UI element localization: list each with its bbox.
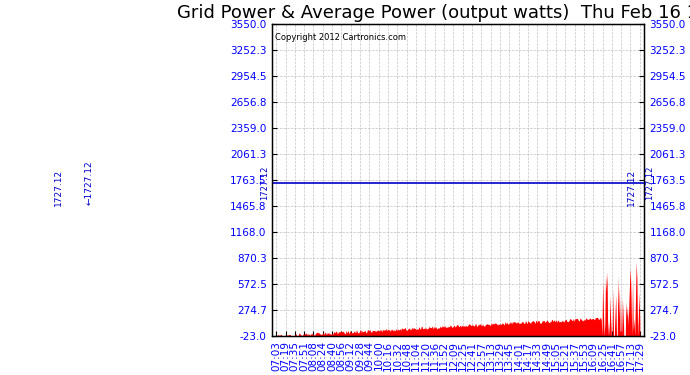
Text: ←1727.12: ←1727.12 xyxy=(85,160,94,205)
Text: Copyright 2012 Cartronics.com: Copyright 2012 Cartronics.com xyxy=(275,33,406,42)
Text: 1727.12: 1727.12 xyxy=(259,166,268,200)
Text: 1727.12: 1727.12 xyxy=(54,169,63,206)
Text: 1727.12: 1727.12 xyxy=(645,166,654,200)
Text: 1727.12: 1727.12 xyxy=(627,169,636,206)
Title: Grid Power & Average Power (output watts)  Thu Feb 16 17:29: Grid Power & Average Power (output watts… xyxy=(177,4,690,22)
